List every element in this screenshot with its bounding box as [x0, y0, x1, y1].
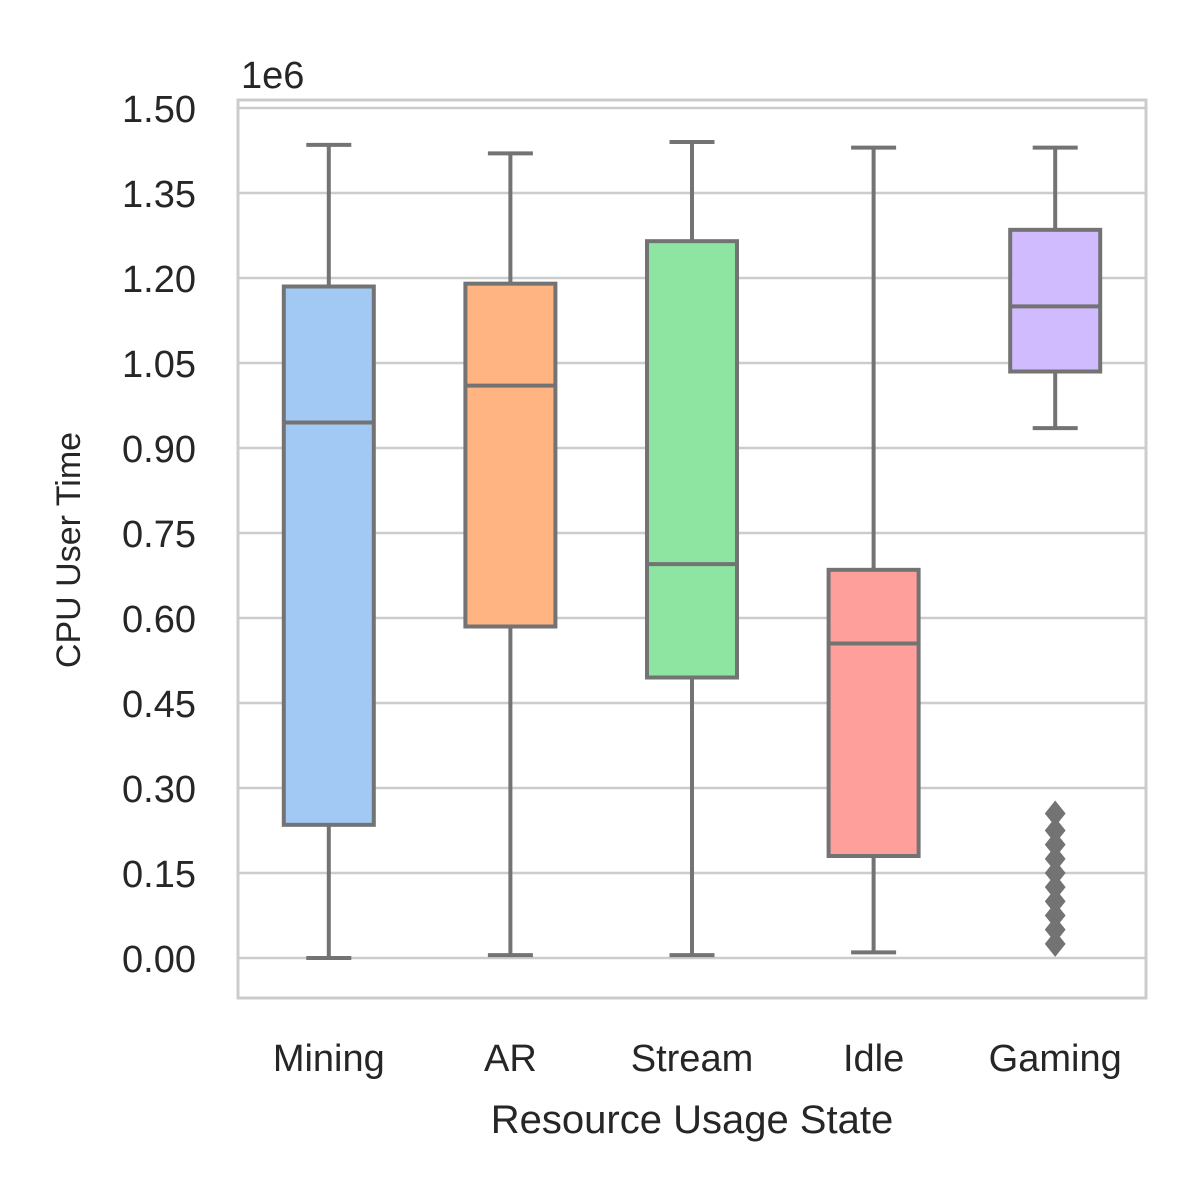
- box-idle: [826, 145, 921, 955]
- outlier-point: [1044, 902, 1066, 929]
- plot-frame: [236, 98, 1148, 1000]
- y-tick-label: 0.15: [122, 854, 196, 896]
- outlier-point: [1044, 916, 1066, 943]
- box-series: [281, 140, 1103, 960]
- x-tick-label: Gaming: [989, 1038, 1122, 1080]
- iqr-box: [645, 239, 739, 680]
- outlier-point: [1044, 930, 1066, 957]
- y-tick-label: 1.20: [122, 259, 196, 301]
- y-axis-multiplier: 1e6: [241, 55, 304, 97]
- box-mining: [281, 142, 376, 960]
- outlier-point: [1044, 845, 1066, 872]
- x-tick-label: Idle: [843, 1038, 904, 1080]
- y-tick-label: 1.50: [122, 89, 196, 131]
- box-gaming: [1008, 145, 1103, 957]
- y-tick-label: 1.05: [122, 344, 196, 386]
- y-tick-label: 0.60: [122, 599, 196, 641]
- iqr-box: [463, 281, 558, 629]
- y-tick-label: 0.00: [122, 939, 196, 981]
- iqr-box: [826, 567, 921, 858]
- iqr-box: [281, 284, 376, 827]
- y-tick-label: 0.30: [122, 769, 196, 811]
- x-tick-label: Mining: [273, 1038, 385, 1080]
- y-axis-ticks: 0.00 0.15 0.30 0.45 0.60 0.75 0.90 1.05 1.20 1.35…: [122, 89, 196, 981]
- outlier-point: [1044, 888, 1066, 915]
- y-axis-label: CPU User Time: [50, 432, 88, 668]
- outlier-point: [1044, 831, 1066, 858]
- outlier-point: [1044, 817, 1066, 844]
- y-tick-label: 0.75: [122, 514, 196, 556]
- y-tick-label: 1.35: [122, 174, 196, 216]
- x-axis-ticks: Mining AR Stream Idle Gaming: [273, 1038, 1122, 1080]
- outlier-point: [1044, 800, 1066, 827]
- x-tick-label: AR: [484, 1038, 537, 1080]
- x-axis-label: Resource Usage State: [491, 1098, 893, 1142]
- y-tick-label: 0.90: [122, 429, 196, 471]
- box-stream: [645, 140, 739, 958]
- x-tick-label: Stream: [631, 1038, 753, 1080]
- box-ar: [463, 151, 558, 958]
- y-tick-label: 0.45: [122, 684, 196, 726]
- iqr-box: [1008, 227, 1103, 374]
- outlier-point: [1044, 874, 1066, 901]
- outlier-point: [1044, 860, 1066, 886]
